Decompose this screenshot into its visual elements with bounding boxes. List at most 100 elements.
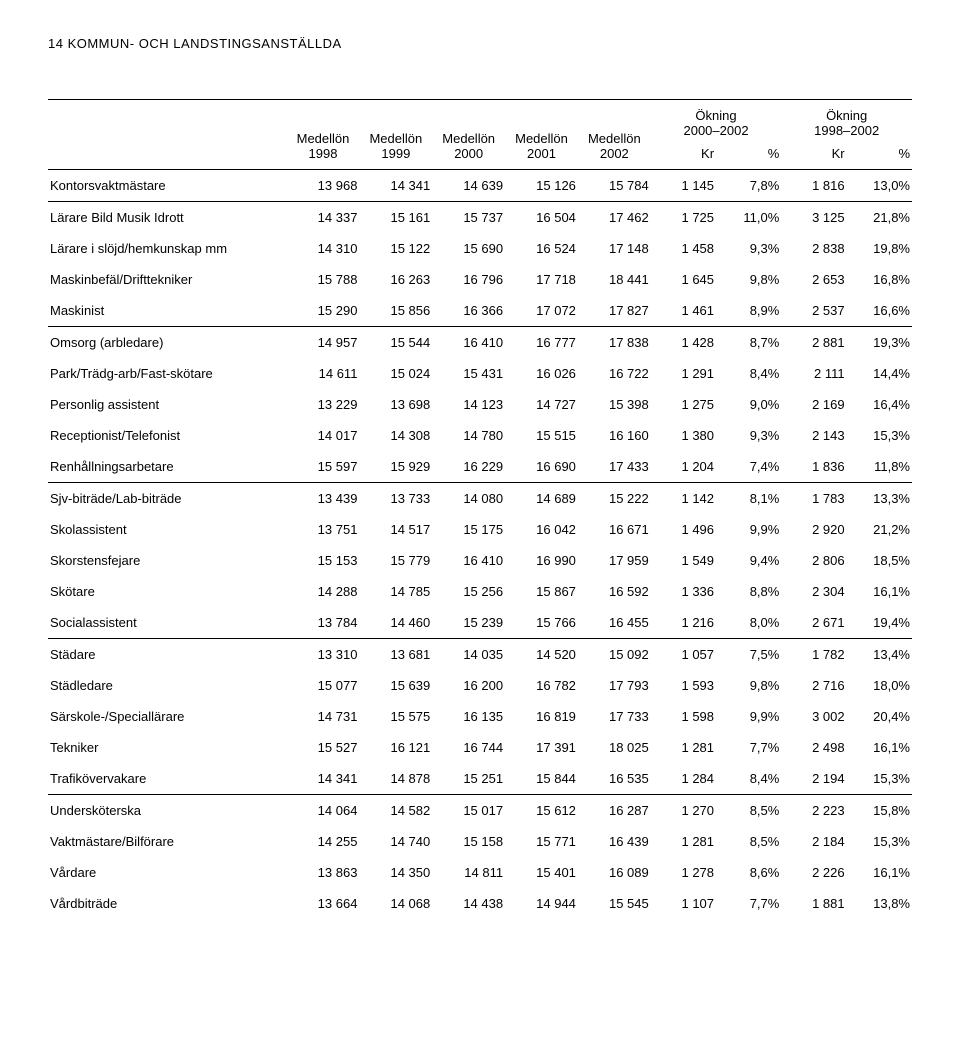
cell-year-value: 15 122 — [359, 233, 432, 264]
cell-year-value: 15 771 — [505, 826, 578, 857]
cell-year-value: 16 366 — [432, 295, 505, 326]
cell-increase-kr-2: 2 223 — [781, 795, 846, 827]
row-label: Maskinist — [48, 295, 287, 326]
cell-year-value: 15 784 — [578, 170, 651, 202]
table-row: Trafikövervakare14 34114 87815 25115 844… — [48, 763, 912, 794]
cell-year-value: 15 856 — [359, 295, 432, 326]
cell-increase-kr-2: 2 716 — [781, 670, 846, 701]
cell-year-value: 16 990 — [505, 545, 578, 576]
document-page: 14 KOMMUN- OCH LANDSTINGSANSTÄLLDA Öknin… — [0, 0, 960, 959]
cell-increase-pct-1: 8,4% — [716, 763, 781, 794]
cell-year-value: 18 025 — [578, 732, 651, 763]
col-1999-bot: 1999 — [359, 146, 432, 169]
table-row: Särskole-/Speciallärare14 73115 57516 13… — [48, 701, 912, 732]
cell-year-value: 15 158 — [432, 826, 505, 857]
cell-year-value: 15 544 — [359, 327, 432, 359]
cell-year-value: 14 731 — [287, 701, 360, 732]
cell-year-value: 13 968 — [287, 170, 360, 202]
cell-year-value: 14 639 — [432, 170, 505, 202]
cell-year-value: 15 545 — [578, 888, 651, 919]
cell-year-value: 13 751 — [287, 514, 360, 545]
row-label: Lärare i slöjd/hemkunskap mm — [48, 233, 287, 264]
table-row: Undersköterska14 06414 58215 01715 61216… — [48, 795, 912, 827]
cell-year-value: 13 784 — [287, 607, 360, 638]
cell-year-value: 16 121 — [359, 732, 432, 763]
cell-year-value: 16 796 — [432, 264, 505, 295]
cell-increase-pct-2: 19,3% — [847, 327, 912, 359]
cell-increase-kr-1: 1 549 — [651, 545, 716, 576]
cell-year-value: 16 042 — [505, 514, 578, 545]
cell-increase-pct-1: 8,7% — [716, 327, 781, 359]
cell-increase-pct-2: 16,1% — [847, 576, 912, 607]
cell-increase-pct-2: 20,4% — [847, 701, 912, 732]
cell-increase-kr-2: 2 169 — [781, 389, 846, 420]
cell-year-value: 18 441 — [578, 264, 651, 295]
cell-year-value: 15 251 — [432, 763, 505, 794]
cell-year-value: 14 785 — [359, 576, 432, 607]
cell-year-value: 15 690 — [432, 233, 505, 264]
cell-increase-kr-2: 2 111 — [781, 358, 846, 389]
cell-increase-kr-2: 2 881 — [781, 327, 846, 359]
table-row: Renhållningsarbetare15 59715 92916 22916… — [48, 451, 912, 482]
cell-increase-kr-1: 1 275 — [651, 389, 716, 420]
cell-year-value: 15 024 — [359, 358, 432, 389]
cell-increase-pct-1: 8,8% — [716, 576, 781, 607]
cell-year-value: 14 689 — [505, 483, 578, 515]
cell-increase-pct-1: 8,1% — [716, 483, 781, 515]
table-row: Tekniker15 52716 12116 74417 39118 0251 … — [48, 732, 912, 763]
table-row: Maskinbefäl/Drifttekniker15 78816 26316 … — [48, 264, 912, 295]
cell-year-value: 16 263 — [359, 264, 432, 295]
cell-year-value: 14 337 — [287, 202, 360, 234]
cell-year-value: 16 089 — [578, 857, 651, 888]
table-row: Vårdbiträde13 66414 06814 43814 94415 54… — [48, 888, 912, 919]
table-row: Skötare14 28814 78515 25615 86716 5921 3… — [48, 576, 912, 607]
cell-year-value: 15 092 — [578, 639, 651, 671]
cell-increase-pct-2: 19,8% — [847, 233, 912, 264]
cell-year-value: 16 690 — [505, 451, 578, 482]
table-row: Park/Trädg-arb/Fast-skötare14 61115 024 1… — [48, 358, 912, 389]
cell-year-value: 14 811 — [432, 857, 505, 888]
cell-increase-pct-2: 13,4% — [847, 639, 912, 671]
cell-increase-kr-1: 1 598 — [651, 701, 716, 732]
col-group-increase-1: Ökning — [651, 100, 782, 124]
cell-increase-pct-1: 7,4% — [716, 451, 781, 482]
cell-increase-kr-1: 1 593 — [651, 670, 716, 701]
cell-year-value: 14 878 — [359, 763, 432, 794]
cell-year-value: 16 592 — [578, 576, 651, 607]
cell-year-value: 17 462 — [578, 202, 651, 234]
cell-year-value: 15 017 — [432, 795, 505, 827]
page-title: 14 KOMMUN- OCH LANDSTINGSANSTÄLLDA — [48, 36, 912, 51]
cell-year-value: 15 175 — [432, 514, 505, 545]
col-group-2-range: 1998–2002 — [781, 123, 912, 146]
cell-year-value: 13 229 — [287, 389, 360, 420]
cell-increase-kr-2: 1 836 — [781, 451, 846, 482]
cell-year-value: 17 391 — [505, 732, 578, 763]
cell-year-value: 14 611 — [287, 358, 360, 389]
cell-increase-kr-1: 1 380 — [651, 420, 716, 451]
cell-increase-kr-2: 2 304 — [781, 576, 846, 607]
cell-increase-kr-1: 1 057 — [651, 639, 716, 671]
cell-year-value: 13 439 — [287, 483, 360, 515]
cell-increase-pct-2: 15,3% — [847, 763, 912, 794]
cell-increase-pct-2: 19,4% — [847, 607, 912, 638]
cell-increase-pct-1: 11,0% — [716, 202, 781, 234]
cell-increase-kr-2: 2 653 — [781, 264, 846, 295]
cell-increase-kr-1: 1 291 — [651, 358, 716, 389]
cell-increase-kr-2: 1 816 — [781, 170, 846, 202]
cell-increase-kr-2: 2 838 — [781, 233, 846, 264]
row-label: Personlig assistent — [48, 389, 287, 420]
row-label: Skolassistent — [48, 514, 287, 545]
cell-year-value: 16 135 — [432, 701, 505, 732]
row-label: Park/Trädg-arb/Fast-skötare — [48, 358, 287, 389]
cell-increase-pct-1: 9,3% — [716, 233, 781, 264]
cell-increase-kr-1: 1 145 — [651, 170, 716, 202]
cell-year-value: 16 439 — [578, 826, 651, 857]
cell-year-value: 16 160 — [578, 420, 651, 451]
col-group-1-range: 2000–2002 — [651, 123, 782, 146]
cell-increase-kr-2: 2 226 — [781, 857, 846, 888]
cell-increase-kr-2: 2 498 — [781, 732, 846, 763]
cell-increase-pct-2: 18,5% — [847, 545, 912, 576]
cell-year-value: 16 287 — [578, 795, 651, 827]
col-2002-top: Medellön — [578, 123, 651, 146]
cell-year-value: 15 929 — [359, 451, 432, 482]
